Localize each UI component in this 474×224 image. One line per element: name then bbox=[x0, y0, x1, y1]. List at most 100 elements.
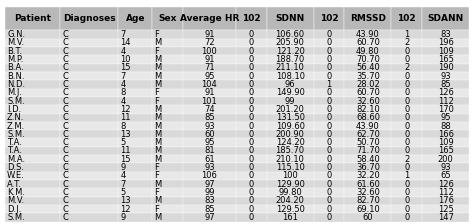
Bar bbox=[118, 138, 152, 147]
Bar bbox=[422, 172, 469, 180]
Text: 0: 0 bbox=[327, 130, 332, 139]
Text: C: C bbox=[62, 213, 68, 222]
Bar bbox=[314, 197, 345, 205]
Text: 102: 102 bbox=[319, 14, 338, 23]
Text: 91: 91 bbox=[204, 30, 215, 39]
Text: 0: 0 bbox=[327, 213, 332, 222]
Bar bbox=[183, 88, 236, 97]
Bar bbox=[392, 39, 422, 47]
Text: 12: 12 bbox=[120, 105, 131, 114]
Bar bbox=[236, 7, 266, 30]
Text: 93: 93 bbox=[440, 163, 451, 172]
Bar bbox=[345, 138, 392, 147]
Text: C: C bbox=[62, 63, 68, 72]
Text: T.A.: T.A. bbox=[7, 146, 22, 155]
Text: 14: 14 bbox=[120, 38, 131, 47]
Bar bbox=[152, 164, 183, 172]
Text: 0: 0 bbox=[248, 155, 254, 164]
Bar bbox=[314, 122, 345, 130]
Text: 5: 5 bbox=[120, 138, 126, 147]
Text: 0: 0 bbox=[248, 63, 254, 72]
Bar bbox=[236, 155, 266, 164]
Text: 0: 0 bbox=[248, 146, 254, 155]
Bar bbox=[183, 188, 236, 197]
Bar bbox=[183, 64, 236, 72]
Text: 0: 0 bbox=[327, 47, 332, 56]
Bar bbox=[422, 55, 469, 64]
Text: C: C bbox=[62, 155, 68, 164]
Text: 99: 99 bbox=[204, 188, 215, 197]
Bar bbox=[236, 97, 266, 105]
Bar bbox=[236, 205, 266, 213]
Bar bbox=[422, 39, 469, 47]
Bar bbox=[183, 105, 236, 114]
Text: 200: 200 bbox=[438, 155, 454, 164]
Text: 106: 106 bbox=[201, 171, 218, 181]
Bar bbox=[345, 205, 392, 213]
Bar bbox=[392, 130, 422, 138]
Text: 81: 81 bbox=[204, 146, 215, 155]
Bar bbox=[345, 30, 392, 39]
Bar bbox=[118, 213, 152, 222]
Bar bbox=[152, 205, 183, 213]
Bar bbox=[5, 122, 60, 130]
Bar bbox=[60, 30, 118, 39]
Bar bbox=[392, 72, 422, 80]
Bar bbox=[392, 88, 422, 97]
Bar bbox=[266, 197, 314, 205]
Bar bbox=[392, 97, 422, 105]
Bar bbox=[266, 80, 314, 88]
Bar bbox=[345, 180, 392, 188]
Text: 109: 109 bbox=[438, 47, 454, 56]
Text: N.D.: N.D. bbox=[7, 80, 25, 89]
Text: 101: 101 bbox=[201, 97, 217, 106]
Bar bbox=[152, 30, 183, 39]
Text: C: C bbox=[62, 180, 68, 189]
Text: 0: 0 bbox=[404, 196, 410, 205]
Bar bbox=[183, 122, 236, 130]
Text: 61: 61 bbox=[204, 155, 215, 164]
Text: 82.10: 82.10 bbox=[356, 105, 380, 114]
Text: 97: 97 bbox=[204, 213, 215, 222]
Text: 131.50: 131.50 bbox=[275, 113, 305, 122]
Bar bbox=[118, 205, 152, 213]
Text: 43.90: 43.90 bbox=[356, 121, 380, 131]
Bar bbox=[314, 88, 345, 97]
Bar bbox=[60, 188, 118, 197]
Bar bbox=[236, 88, 266, 97]
Text: 50.70: 50.70 bbox=[356, 138, 380, 147]
Text: F: F bbox=[155, 47, 159, 56]
Bar bbox=[314, 213, 345, 222]
Text: 13: 13 bbox=[120, 130, 131, 139]
Text: 129.50: 129.50 bbox=[276, 205, 304, 214]
Bar bbox=[314, 130, 345, 138]
Text: C: C bbox=[62, 88, 68, 97]
Text: 0: 0 bbox=[248, 105, 254, 114]
Bar bbox=[183, 147, 236, 155]
Bar bbox=[60, 7, 118, 30]
Text: 10: 10 bbox=[120, 55, 131, 64]
Text: C: C bbox=[62, 80, 68, 89]
Bar bbox=[118, 64, 152, 72]
Bar bbox=[60, 72, 118, 80]
Text: 4: 4 bbox=[120, 97, 126, 106]
Text: 0: 0 bbox=[327, 121, 332, 131]
Bar bbox=[392, 180, 422, 188]
Text: 0: 0 bbox=[248, 180, 254, 189]
Text: M: M bbox=[155, 213, 162, 222]
Text: SDNN: SDNN bbox=[275, 14, 305, 23]
Text: 0: 0 bbox=[248, 196, 254, 205]
Bar bbox=[5, 30, 60, 39]
Text: 28.02: 28.02 bbox=[356, 80, 380, 89]
Bar bbox=[345, 172, 392, 180]
Bar bbox=[266, 205, 314, 213]
Bar bbox=[118, 30, 152, 39]
Text: C: C bbox=[62, 30, 68, 39]
Bar bbox=[152, 155, 183, 164]
Text: 0: 0 bbox=[327, 30, 332, 39]
Text: 91: 91 bbox=[204, 88, 215, 97]
Text: 0: 0 bbox=[327, 63, 332, 72]
Text: 166: 166 bbox=[438, 130, 454, 139]
Bar bbox=[392, 80, 422, 88]
Text: 36.70: 36.70 bbox=[356, 163, 380, 172]
